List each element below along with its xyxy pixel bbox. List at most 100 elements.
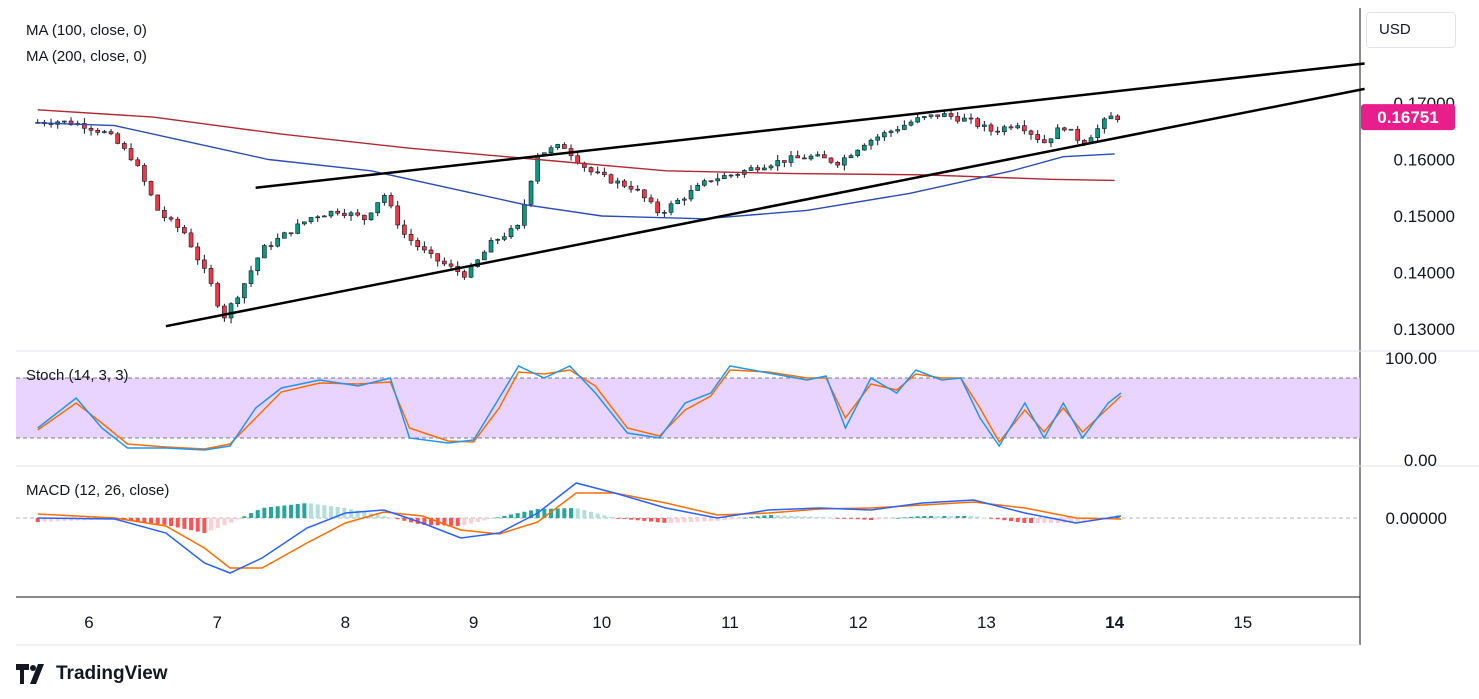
candle-body xyxy=(702,180,707,186)
macd-histogram-bar xyxy=(635,518,640,521)
macd-histogram-bar xyxy=(349,509,354,518)
candle-body xyxy=(102,131,107,133)
candle-body xyxy=(308,217,314,223)
candle-body xyxy=(468,266,474,278)
time-tick-label: 9 xyxy=(469,613,478,632)
candle-body xyxy=(1108,115,1114,120)
stochastic-pane[interactable] xyxy=(16,365,1360,451)
candle-body xyxy=(528,180,534,205)
candle-body xyxy=(195,246,201,261)
legend-stoch[interactable]: Stoch (14, 3, 3) xyxy=(26,367,129,384)
macd-histogram-bar xyxy=(422,518,427,526)
candle-body xyxy=(935,114,940,117)
candle-body xyxy=(1075,128,1080,141)
candle-body xyxy=(62,120,67,123)
macd-histogram-bar xyxy=(302,503,307,518)
candle-body xyxy=(815,154,820,157)
candle-body xyxy=(442,260,447,265)
macd-histogram-bar xyxy=(249,513,254,518)
candle-body xyxy=(922,116,927,118)
macd-histogram-bar xyxy=(629,518,634,520)
macd-histogram-bar xyxy=(542,508,547,518)
macd-histogram-bar xyxy=(382,516,387,518)
macd-pane[interactable] xyxy=(16,482,1360,574)
candle-body xyxy=(548,147,554,154)
macd-histogram-bar xyxy=(62,518,67,521)
macd-histogram-bar xyxy=(782,515,787,518)
tradingview-logo-icon xyxy=(16,664,44,684)
candle-body xyxy=(802,157,807,160)
candle-body xyxy=(115,133,121,144)
candle-body xyxy=(595,171,600,174)
macd-histogram-bar xyxy=(709,518,714,522)
macd-histogram xyxy=(35,503,1120,533)
price-pane[interactable] xyxy=(35,62,1365,328)
candle-body xyxy=(448,263,454,267)
candle-body xyxy=(242,283,247,299)
candle-body xyxy=(202,259,207,269)
wedge-lower-trendline xyxy=(165,87,1365,328)
candle-body xyxy=(68,120,74,126)
macd-histogram-bar xyxy=(589,511,594,518)
candle-body xyxy=(575,155,580,164)
tradingview-logo[interactable]: TradingView xyxy=(16,661,168,687)
candle-body xyxy=(395,205,401,226)
candle-body xyxy=(708,180,714,183)
candle-body xyxy=(562,144,567,149)
candle-body xyxy=(248,270,254,284)
time-tick-label: 12 xyxy=(849,613,868,632)
macd-histogram-bar xyxy=(209,518,214,531)
macd-histogram-bar xyxy=(702,518,707,522)
candle-body xyxy=(555,144,560,149)
macd-histogram-bar xyxy=(829,517,834,519)
macd-histogram-bar xyxy=(235,518,240,520)
candle-body xyxy=(128,148,134,161)
currency-selector[interactable]: USD xyxy=(1366,12,1456,48)
candle-body xyxy=(795,155,800,159)
candle-body xyxy=(762,167,767,171)
macd-histogram-bar xyxy=(175,518,180,528)
macd-histogram-bar xyxy=(609,517,614,518)
candle-body xyxy=(1015,125,1020,129)
macd-histogram-bar xyxy=(375,514,380,518)
candle-body xyxy=(675,199,680,205)
macd-histogram-bar xyxy=(755,516,760,518)
legend-ma100[interactable]: MA (100, close, 0) xyxy=(26,22,147,39)
candle-body xyxy=(948,113,954,117)
macd-histogram-bar xyxy=(295,504,300,518)
candle-body xyxy=(295,223,301,234)
macd-histogram-bar xyxy=(1069,518,1074,523)
candle-body xyxy=(82,123,87,129)
macd-histogram-bar xyxy=(902,517,907,519)
macd-histogram-bar xyxy=(129,518,134,521)
candle-body xyxy=(642,189,647,199)
candle-body xyxy=(1102,118,1107,129)
macd-histogram-bar xyxy=(562,508,567,518)
legend-macd[interactable]: MACD (12, 26, close) xyxy=(26,482,169,499)
macd-histogram-bar xyxy=(935,516,940,518)
macd-histogram-bar xyxy=(515,513,520,518)
candle-body xyxy=(682,198,687,201)
macd-histogram-bar xyxy=(715,518,720,521)
last-price-tag xyxy=(1361,104,1455,131)
candle-body xyxy=(808,155,814,160)
macd-histogram-bar xyxy=(775,515,780,518)
macd-histogram-bar xyxy=(215,518,220,528)
candle-body xyxy=(282,232,287,239)
macd-histogram-bar xyxy=(242,516,247,518)
macd-histogram-bar xyxy=(155,518,160,525)
macd-histogram-bar xyxy=(462,518,467,526)
candle-body xyxy=(462,271,467,278)
macd-histogram-bar xyxy=(729,518,734,520)
macd-histogram-bar xyxy=(142,518,147,523)
candle-body xyxy=(435,253,441,262)
ma100-line xyxy=(37,122,1115,220)
candle-body xyxy=(1048,138,1054,144)
stoch-tick-label: 0.00 xyxy=(1404,451,1437,470)
legend-ma200[interactable]: MA (200, close, 0) xyxy=(26,48,147,65)
candle-body xyxy=(495,239,501,241)
candle-body xyxy=(508,228,514,238)
candle-body xyxy=(262,245,267,259)
candle-body xyxy=(888,130,894,133)
